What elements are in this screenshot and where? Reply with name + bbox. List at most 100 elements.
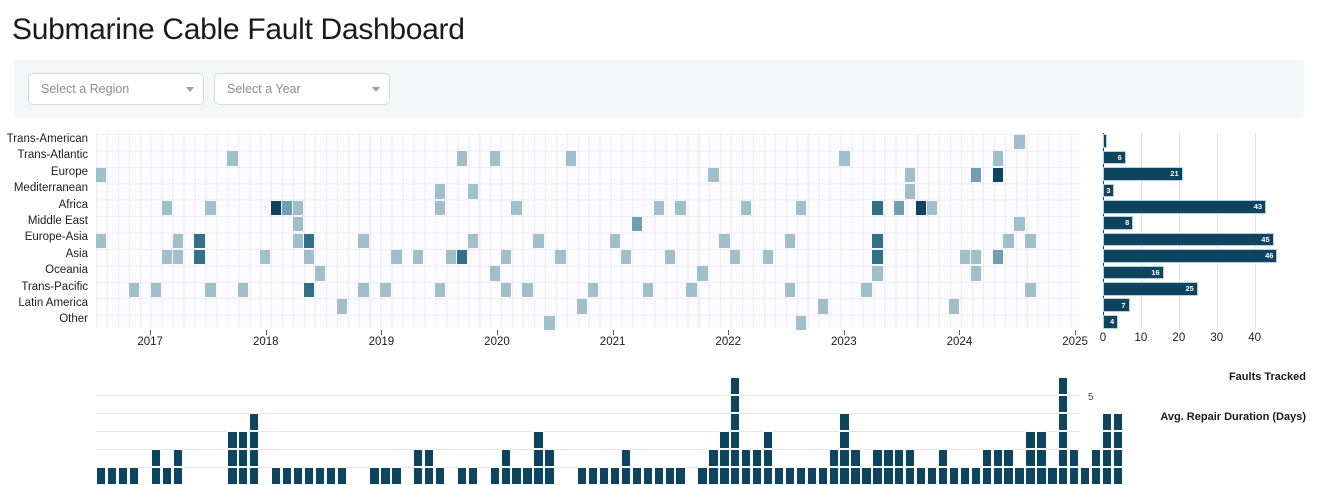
bar[interactable]: 16	[1103, 265, 1164, 280]
heatmap-cell[interactable]	[500, 249, 511, 265]
region-select[interactable]: Select a Region	[28, 73, 204, 105]
heatmap-cell[interactable]	[467, 233, 479, 248]
bottom-bar[interactable]	[544, 449, 555, 485]
bottom-bar[interactable]	[697, 467, 708, 485]
heatmap-cell[interactable]	[653, 200, 664, 216]
bottom-bar[interactable]	[249, 413, 260, 485]
heatmap-cell[interactable]	[609, 233, 621, 248]
heatmap-cell[interactable]	[948, 299, 960, 314]
bottom-bar[interactable]	[1025, 431, 1036, 485]
heatmap-cell[interactable]	[905, 167, 916, 183]
bottom-bar[interactable]	[1047, 467, 1058, 485]
heatmap-cell[interactable]	[358, 282, 369, 298]
year-select[interactable]: Select a Year	[214, 73, 390, 105]
bottom-bar[interactable]	[926, 467, 938, 485]
bottom-bar[interactable]	[850, 449, 861, 485]
heatmap-cell[interactable]	[303, 282, 315, 298]
heatmap-cell[interactable]	[719, 233, 730, 248]
bottom-bar[interactable]	[1003, 449, 1014, 485]
heatmap-cell[interactable]	[292, 200, 304, 216]
bottom-bar[interactable]	[872, 449, 883, 485]
bottom-bar[interactable]	[620, 449, 632, 485]
bar[interactable]: 43	[1103, 199, 1267, 214]
bottom-bar[interactable]	[1101, 413, 1113, 485]
bottom-bar[interactable]	[795, 467, 807, 485]
bottom-bar[interactable]	[281, 467, 293, 485]
heatmap-cell[interactable]	[128, 282, 140, 298]
bottom-bar[interactable]	[467, 467, 479, 485]
bottom-bar[interactable]	[741, 449, 752, 485]
bottom-bar[interactable]	[1036, 431, 1047, 485]
bottom-bar[interactable]	[730, 377, 741, 485]
bar-plot-area[interactable]: 1 6 21 3 43 8 45 46 16 25 7 4	[1099, 133, 1285, 329]
heatmap-cell[interactable]	[894, 200, 905, 216]
heatmap-cell[interactable]	[434, 200, 446, 216]
heatmap-cell[interactable]	[741, 200, 752, 216]
heatmap-cell[interactable]	[500, 282, 511, 298]
heatmap-cell[interactable]	[905, 184, 916, 199]
bottom-bar[interactable]	[1080, 467, 1091, 485]
bottom-bar[interactable]	[128, 467, 140, 485]
faults-tracked-barchart[interactable]: 1 6 21 3 43 8 45 46 16 25 7 4 0 10 20 30 40	[1097, 131, 1318, 356]
bar[interactable]: 46	[1103, 249, 1278, 263]
bottom-bar[interactable]	[227, 431, 238, 485]
heatmap-cell[interactable]	[238, 282, 249, 298]
heatmap-cell[interactable]	[522, 282, 533, 298]
bottom-bar[interactable]	[489, 467, 500, 485]
bottom-bar[interactable]	[150, 449, 161, 485]
bottom-bar[interactable]	[762, 431, 774, 485]
heatmap-cell[interactable]	[1014, 135, 1025, 150]
bottom-bar[interactable]	[1058, 377, 1069, 485]
heatmap-cell[interactable]	[861, 282, 872, 298]
bar[interactable]: 4	[1103, 314, 1119, 329]
bottom-bar[interactable]	[883, 449, 894, 485]
heatmap-cell[interactable]	[992, 249, 1003, 265]
bottom-bar[interactable]	[817, 467, 828, 485]
bottom-bar[interactable]	[434, 467, 446, 485]
heatmap-cell[interactable]	[817, 299, 828, 314]
bottom-bar[interactable]	[238, 431, 249, 485]
bottom-bar[interactable]	[325, 467, 336, 485]
bottom-bar[interactable]	[861, 467, 872, 485]
heatmap-cell[interactable]	[577, 299, 588, 314]
heatmap-cell[interactable]	[642, 282, 653, 298]
bar[interactable]: 7	[1103, 298, 1130, 313]
heatmap-cell[interactable]	[555, 249, 566, 265]
heatmap-cell[interactable]	[795, 315, 807, 330]
bottom-bar[interactable]	[413, 449, 424, 485]
bottom-bar[interactable]	[1014, 467, 1025, 485]
heatmap-cell[interactable]	[434, 184, 446, 199]
bottom-bar[interactable]	[314, 467, 325, 485]
bottom-bar[interactable]	[937, 449, 949, 485]
bottom-bar[interactable]	[784, 467, 796, 485]
bottom-bar[interactable]	[391, 467, 402, 485]
heatmap-cell[interactable]	[150, 282, 161, 298]
bottom-bar[interactable]	[533, 431, 544, 485]
bottom-bar[interactable]	[905, 449, 916, 485]
heatmap-cell[interactable]	[959, 249, 971, 265]
bottom-bar[interactable]	[172, 449, 183, 485]
heatmap-cell[interactable]	[795, 200, 807, 216]
heatmap-cell[interactable]	[970, 249, 981, 265]
heatmap-cell[interactable]	[697, 266, 708, 281]
heatmap-cell[interactable]	[992, 167, 1003, 183]
bottom-bar[interactable]	[511, 467, 522, 485]
bottom-bar[interactable]	[380, 467, 391, 485]
heatmap-cell[interactable]	[467, 184, 479, 199]
heatmap-cell[interactable]	[1014, 217, 1025, 232]
bottom-bar[interactable]	[916, 467, 927, 485]
bottom-bar[interactable]	[675, 467, 686, 485]
heatmap-cell[interactable]	[161, 200, 172, 216]
heatmap-cell[interactable]	[96, 167, 107, 183]
bottom-bar[interactable]	[981, 449, 992, 485]
bar[interactable]: 45	[1103, 232, 1274, 247]
bottom-bar[interactable]	[948, 467, 960, 485]
heatmap-cell[interactable]	[303, 233, 315, 248]
bottom-bar[interactable]	[106, 467, 118, 485]
heatmap-cell[interactable]	[413, 249, 424, 265]
heatmap-cell[interactable]	[533, 233, 544, 248]
heatmap-cell[interactable]	[281, 200, 293, 216]
heatmap-cell[interactable]	[872, 200, 883, 216]
heatmap-cell[interactable]	[992, 151, 1003, 166]
bottom-bar[interactable]	[719, 431, 730, 485]
